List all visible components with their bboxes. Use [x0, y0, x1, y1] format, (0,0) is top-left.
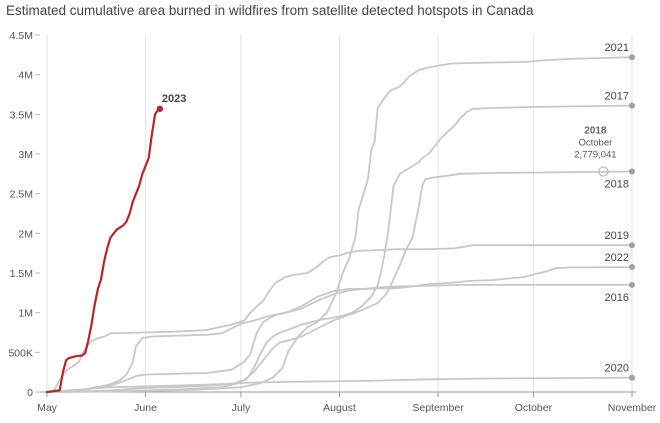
series-label-2022: 2022	[605, 252, 629, 264]
y-tick-label: 3M	[18, 149, 33, 161]
y-tick-label: 3.5M	[10, 109, 33, 121]
y-tick-label: 2.5M	[10, 189, 33, 201]
series-label-2018: 2018	[605, 179, 629, 191]
grid-layer	[46, 35, 633, 392]
y-tick-label: 500K	[8, 347, 33, 359]
annotation-title: 2018	[584, 126, 607, 137]
series-label-2017: 2017	[605, 91, 629, 103]
annotation-line1: October	[578, 138, 612, 149]
y-tick-label: 1M	[18, 308, 33, 320]
series-end-dot-2023	[156, 105, 164, 112]
series-end-dot-2020	[629, 374, 635, 381]
series-line-2016	[46, 284, 633, 393]
x-tick-label: June	[134, 402, 157, 414]
series-line-2017	[46, 104, 633, 393]
x-tick-label: September	[412, 402, 464, 414]
annotation-marker	[598, 166, 609, 177]
series-label-2023: 2023	[162, 93, 186, 105]
series-label-2020: 2020	[605, 363, 629, 375]
series-line-2023	[45, 107, 161, 394]
y-tick-label: 0	[27, 387, 33, 399]
series-end-dot-2017	[629, 102, 635, 109]
series-end-dot-2022	[629, 264, 635, 271]
annotation-line2: 2,779,041	[574, 150, 616, 161]
y-tick-label: 1.5M	[10, 268, 33, 280]
label-layer: 2021 2017 2018 2019 2022 2016 2020 2023	[162, 42, 629, 375]
y-tick-label: 2M	[18, 228, 33, 240]
y-tick-label: 4.5M	[10, 30, 33, 42]
y-tick-label: 4M	[18, 70, 33, 82]
series-line-2022	[46, 266, 633, 393]
x-tick-label: July	[232, 402, 251, 414]
chart-title: Estimated cumulative area burned in wild…	[6, 3, 534, 18]
series-end-dot-2021	[629, 54, 635, 61]
x-tick-label: November	[608, 402, 657, 414]
x-tick-label: October	[515, 402, 553, 414]
series-label-2021: 2021	[605, 42, 629, 54]
series-label-2016: 2016	[605, 292, 629, 304]
series-end-dot-2019	[629, 242, 635, 249]
x-tick-label: August	[323, 402, 356, 414]
x-tick-label: May	[37, 402, 58, 414]
series-end-dot-2016	[629, 281, 635, 288]
series-end-dot-2018	[629, 168, 635, 175]
axis-layer: May June July August September October Novembe…	[8, 30, 656, 414]
series-line-2020	[46, 376, 633, 393]
series-label-2019: 2019	[605, 230, 629, 242]
series-layer	[45, 54, 635, 394]
